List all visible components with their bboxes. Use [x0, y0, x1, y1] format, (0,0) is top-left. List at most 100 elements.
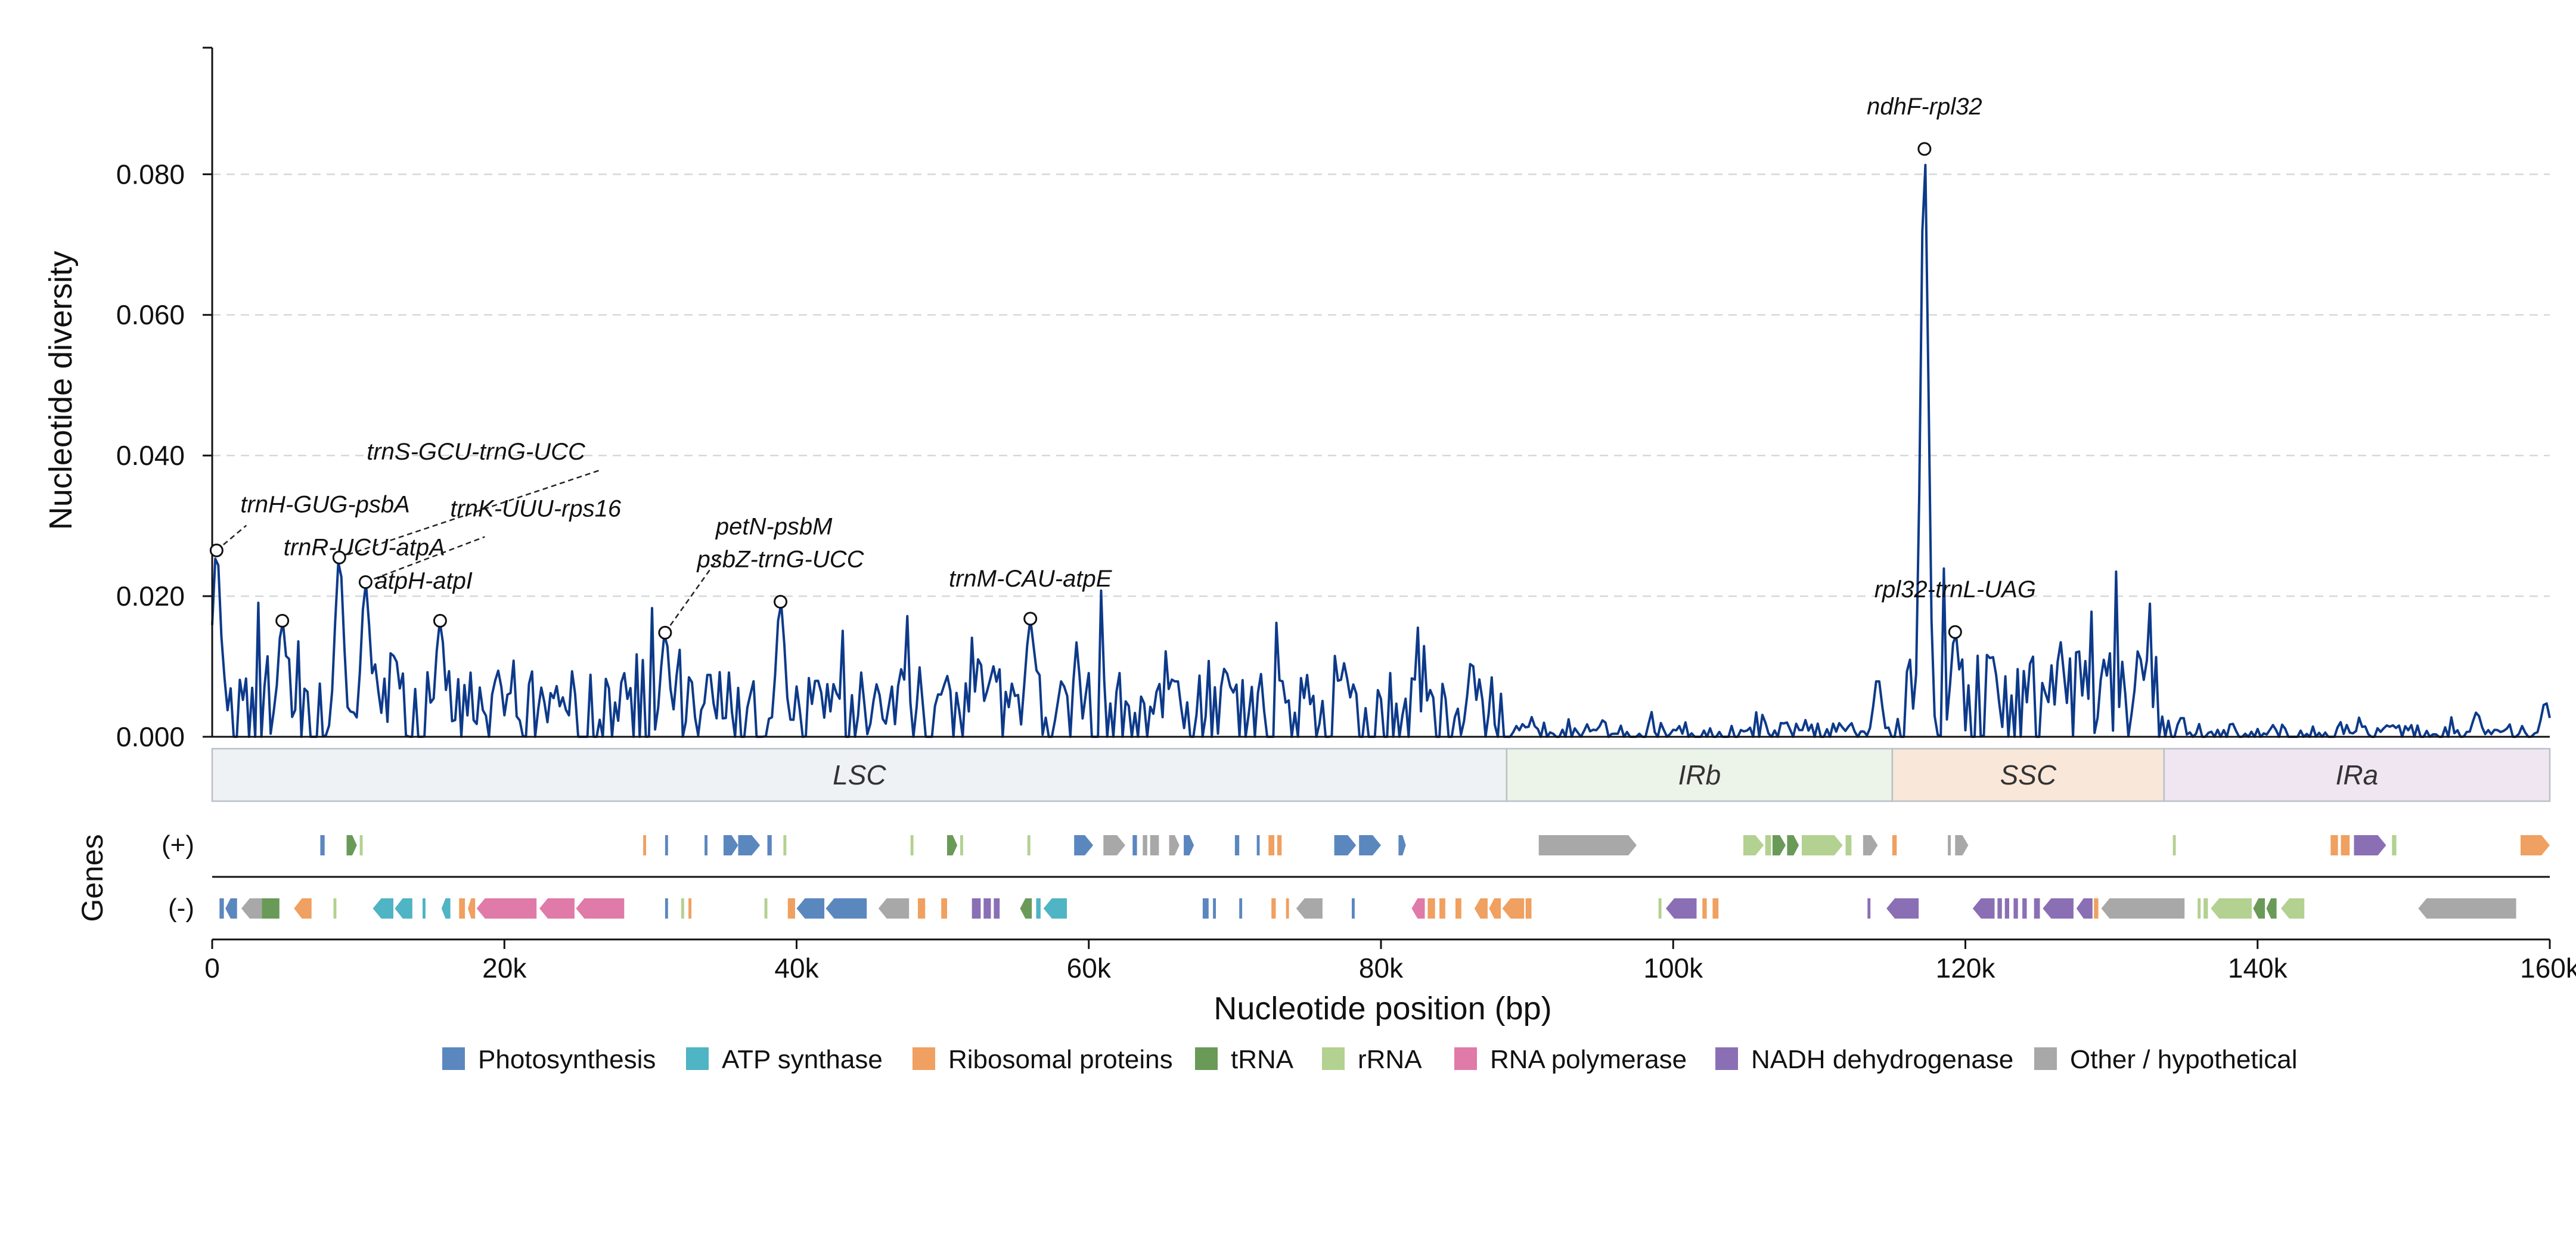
- gene-feature: [825, 898, 867, 919]
- gene-feature: [1955, 835, 1969, 855]
- legend-label: tRNA: [1231, 1045, 1294, 1074]
- region-ira: [2163, 748, 2551, 802]
- peak-leader-line: [216, 525, 247, 551]
- legend-label: NADH dehydrogenase: [1751, 1045, 2013, 1074]
- gene-feature: [941, 898, 947, 919]
- gene-feature: [2341, 835, 2350, 855]
- gene-feature: [738, 835, 761, 855]
- region-label: IRa: [2336, 759, 2379, 790]
- gene-feature: [947, 835, 958, 855]
- gene-feature: [1886, 898, 1919, 919]
- gene-feature: [395, 898, 412, 919]
- gene-feature: [787, 898, 795, 919]
- gene-feature: [1239, 898, 1243, 919]
- gene-feature: [2266, 898, 2277, 919]
- peak-label: psbZ-trnG-UCC: [697, 547, 865, 573]
- y-axis-label: Nucleotide diversity: [43, 251, 79, 530]
- gene-feature: [1296, 898, 1323, 919]
- gene-feature: [1103, 835, 1125, 855]
- legend-label: rRNA: [1358, 1045, 1422, 1074]
- gene-feature: [1268, 835, 1275, 855]
- y-tick-label: 0.080: [116, 159, 185, 190]
- gene-feature: [1271, 898, 1276, 919]
- gene-feature: [333, 898, 337, 919]
- y-tick-label: 0.020: [116, 581, 185, 612]
- gene-feature: [262, 898, 280, 919]
- legend-swatch: [1322, 1047, 1345, 1070]
- legend-label: ATP synthase: [722, 1045, 883, 1074]
- gene-feature: [2354, 835, 2386, 855]
- region-ssc: [1891, 748, 2165, 802]
- gene-feature: [2043, 898, 2074, 919]
- gene-feature: [2203, 898, 2208, 919]
- plus-strand-label: (+): [162, 830, 194, 860]
- x-tick-label: 0: [204, 953, 220, 984]
- gene-feature: [1712, 898, 1719, 919]
- gene-feature: [665, 898, 668, 919]
- legend: Photosynthesis ATP synthase Ribosomal prot…: [442, 1045, 2298, 1074]
- gene-feature: [1286, 898, 1289, 919]
- gene-feature: [1202, 898, 1209, 919]
- region-irb: [1506, 748, 1894, 802]
- peak-label: atpH-atpI: [374, 567, 473, 594]
- y-tick-label: 0.040: [116, 440, 185, 471]
- gene-feature: [1427, 898, 1435, 919]
- gene-feature: [1027, 835, 1031, 855]
- region-label: SSC: [2000, 759, 2057, 790]
- peak-leader-line: [664, 553, 722, 634]
- gene-feature: [1765, 835, 1771, 855]
- gene-tracks: (+) (-): [162, 830, 2550, 923]
- gene-feature: [1802, 835, 1843, 855]
- peak-marker: [275, 613, 290, 628]
- gene-feature: [1948, 835, 1951, 855]
- gene-feature: [1867, 898, 1871, 919]
- legend-swatch: [442, 1047, 465, 1070]
- peak-marker: [209, 543, 224, 557]
- gene-feature: [346, 835, 357, 855]
- gene-feature: [359, 835, 363, 855]
- gene-feature: [539, 898, 575, 919]
- peak-marker: [774, 595, 788, 609]
- diversity-line: [211, 163, 2551, 738]
- region-bar: LSC IRb SSC IRa: [211, 748, 2551, 802]
- gene-feature: [983, 898, 991, 919]
- gene-feature: [2211, 898, 2252, 919]
- peak-label: trnH-GUG-psbA: [240, 491, 410, 517]
- legend-label: Ribosomal proteins: [948, 1045, 1173, 1074]
- gene-feature: [2281, 898, 2305, 919]
- gene-feature: [1455, 898, 1461, 919]
- gene-feature: [1863, 835, 1878, 855]
- gene-feature: [1036, 898, 1041, 919]
- gene-feature: [1150, 835, 1159, 855]
- gene-feature: [1256, 835, 1260, 855]
- gene-feature: [643, 835, 646, 855]
- gene-feature: [1398, 835, 1406, 855]
- gene-feature: [1020, 898, 1032, 919]
- gene-feature: [294, 898, 312, 919]
- peak-label: trnS-GCU-trnG-UCC: [367, 439, 586, 465]
- peak-marker: [433, 613, 447, 628]
- gene-feature: [1997, 898, 2002, 919]
- gene-feature: [704, 835, 707, 855]
- gene-feature: [1658, 898, 1662, 919]
- gene-feature: [2101, 898, 2185, 919]
- peak-marker: [1917, 142, 1932, 156]
- legend-label: Other / hypothetical: [2070, 1045, 2298, 1074]
- gene-feature: [1043, 898, 1067, 919]
- gene-feature: [665, 835, 668, 855]
- gene-feature: [1352, 898, 1355, 919]
- gene-feature: [972, 898, 981, 919]
- peak-marker: [358, 575, 373, 589]
- legend-swatch: [1454, 1047, 1477, 1070]
- minus-strand-label: (-): [168, 894, 194, 923]
- gene-feature: [1772, 835, 1786, 855]
- peak-label: trnM-CAU-atpE: [949, 566, 1113, 592]
- x-tick-label: 20k: [482, 953, 527, 984]
- gene-feature: [1474, 898, 1488, 919]
- legend-swatch: [1195, 1047, 1218, 1070]
- gene-feature: [1666, 898, 1697, 919]
- gene-feature: [1439, 898, 1445, 919]
- gene-feature: [2172, 835, 2176, 855]
- gene-feature: [764, 898, 768, 919]
